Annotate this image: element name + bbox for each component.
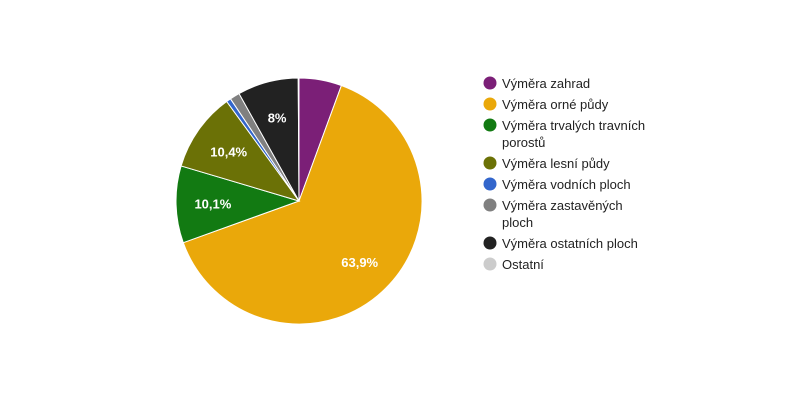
legend-label: Výměra lesní půdy — [502, 156, 610, 171]
legend-swatch — [483, 156, 497, 170]
legend-item-vymera-orne-pudy[interactable]: Výměra orné půdy — [483, 97, 609, 112]
legend-swatch — [483, 257, 497, 271]
legend-label: Ostatní — [502, 257, 544, 272]
legend-item-vymera-ostatnich-ploch[interactable]: Výměra ostatních ploch — [483, 236, 638, 251]
legend-swatch — [483, 198, 497, 212]
slice-data-label: 63,9% — [341, 255, 378, 270]
pie-slice-vymera-lesni-pudy[interactable] — [180, 100, 301, 202]
legend-swatch — [483, 118, 497, 132]
legend-label: Výměra zastavěných ploch — [502, 198, 623, 230]
legend-label: Výměra vodních ploch — [502, 177, 631, 192]
legend-label: Výměra ostatních ploch — [502, 236, 638, 251]
slice-data-label: 10,1% — [194, 196, 231, 211]
pie-slice-vymera-trvalych-travnich-porostu[interactable] — [175, 165, 301, 244]
legend-swatch — [483, 97, 497, 111]
slice-data-label: 8% — [268, 111, 287, 126]
legend-item-vymera-lesni-pudy[interactable]: Výměra lesní půdy — [483, 156, 611, 171]
legend-item-vymera-zahrad[interactable]: Výměra zahrad — [483, 76, 591, 91]
legend-label: Výměra trvalých travních porostů — [502, 118, 645, 150]
legend-item-ostatni[interactable]: Ostatní — [483, 257, 545, 272]
legend-item-vymera-zastavenych-ploch[interactable]: Výměra zastavěných ploch — [483, 198, 623, 230]
legend-swatch — [483, 236, 497, 250]
legend-swatch — [483, 76, 497, 90]
slice-data-label: 10,4% — [210, 144, 247, 159]
legend-label: Výměra orné půdy — [502, 97, 609, 112]
pie-slices — [175, 77, 423, 325]
pie-slice-ostatni[interactable] — [297, 77, 300, 202]
legend-item-vymera-trvalych-travnich-porostu[interactable]: Výměra trvalých travních porostů — [483, 118, 646, 150]
legend-item-vymera-vodnich-ploch[interactable]: Výměra vodních ploch — [483, 177, 631, 192]
legend-swatch — [483, 177, 497, 191]
legend-label: Výměra zahrad — [502, 76, 590, 91]
legend: Výměra zahrad Výměra orné půdy Výměra trva… — [483, 76, 646, 272]
pie-slice-labels: 63,9% 10,1% 10,4% 8% — [194, 111, 378, 270]
pie-slice-vymera-orne-pudy[interactable] — [182, 84, 423, 325]
